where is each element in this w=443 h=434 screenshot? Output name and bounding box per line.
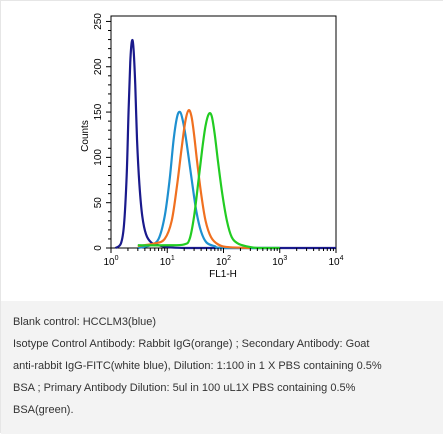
x-tick-label: 102 (216, 255, 231, 268)
x-tick-label: 100 (103, 255, 118, 268)
y-tick-label: 150 (93, 103, 104, 120)
caption-line: BSA(green). (13, 404, 74, 416)
caption-line: BSA ; Primary Antibody Dilution: 5ul in … (13, 382, 356, 394)
histogram-series-line (137, 109, 251, 250)
caption-line: anti-rabbit IgG-FITC(white blue), Diluti… (13, 360, 382, 372)
figure-area: 0 50 100 150 200 250 100 101 102 103 104 FL1-H Cou… (1, 1, 443, 301)
histogram-series-line (137, 110, 280, 250)
x-tick-label: 101 (160, 255, 175, 268)
histogram-series-line (114, 38, 336, 250)
caption-line: Blank control: HCCLM3(blue) (13, 316, 157, 328)
caption-line: Isotype Control Antibody: Rabbit IgG(ora… (13, 338, 370, 350)
y-tick-label: 250 (93, 13, 104, 30)
y-tick-label: 100 (93, 149, 104, 166)
x-axis-label: FL1-H (209, 269, 237, 280)
y-tick-label: 50 (93, 197, 104, 209)
y-tick-label: 200 (93, 58, 104, 75)
x-tick-exponent: 4 (340, 255, 344, 262)
y-axis-label: Counts (80, 120, 91, 152)
caption: Blank control: HCCLM3(blue) Isotype Cont… (1, 301, 443, 434)
x-tick-exponent: 1 (171, 255, 175, 262)
histogram-series-line (137, 112, 280, 250)
x-tick-exponent: 2 (227, 255, 231, 262)
x-tick-label: 103 (272, 255, 287, 268)
plot-frame (110, 15, 337, 249)
x-tick-exponent: 0 (115, 255, 119, 262)
y-tick-label: 0 (93, 245, 104, 251)
x-tick-exponent: 3 (283, 255, 287, 262)
x-tick-label: 104 (328, 255, 343, 268)
